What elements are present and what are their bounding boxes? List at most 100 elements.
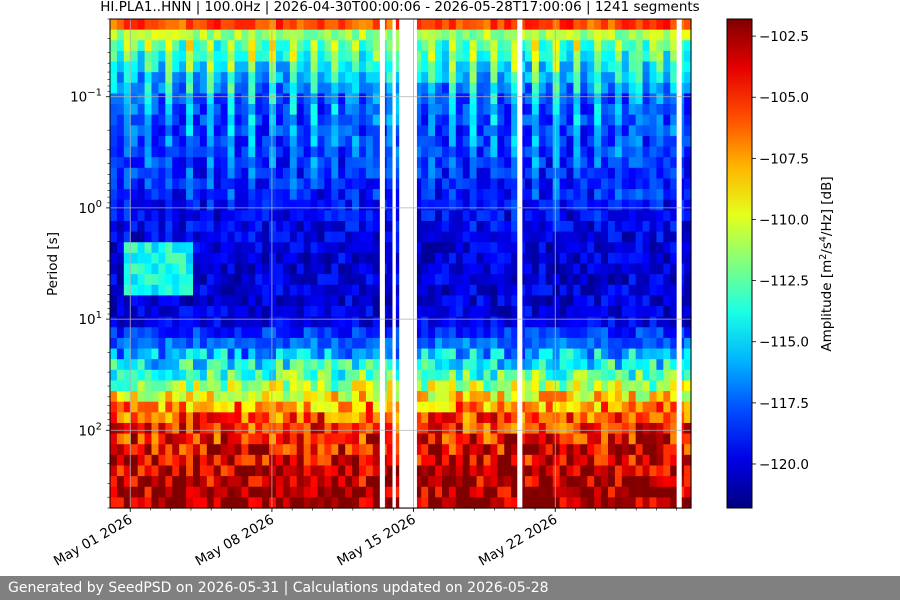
heatmap-cell (193, 136, 201, 147)
heatmap-cell (656, 295, 664, 306)
heatmap-cell (636, 264, 644, 275)
heatmap-cell (262, 476, 270, 487)
heatmap-cell (442, 412, 450, 423)
heatmap-cell (165, 359, 173, 370)
heatmap-cell (331, 72, 339, 83)
heatmap-cell (560, 349, 568, 360)
heatmap-cell (283, 285, 291, 296)
heatmap-cell (643, 338, 651, 349)
heatmap-cell (615, 295, 623, 306)
heatmap-cell (172, 317, 180, 328)
heatmap-cell (138, 125, 146, 136)
heatmap-cell (442, 51, 450, 62)
heatmap-cell (567, 476, 575, 487)
heatmap-cell (684, 178, 692, 189)
heatmap-cell (324, 434, 332, 445)
heatmap-cell (546, 274, 554, 285)
heatmap-cell (546, 412, 554, 423)
heatmap-cell (318, 264, 326, 275)
heatmap-cell (573, 295, 581, 306)
heatmap-cell (338, 168, 346, 179)
heatmap-cell (172, 306, 180, 317)
heatmap-cell (567, 147, 575, 158)
heatmap-cell (255, 412, 263, 423)
heatmap-cell (373, 391, 381, 402)
heatmap-cell (193, 221, 201, 232)
heatmap-cell (269, 359, 277, 370)
heatmap-cell (338, 264, 346, 275)
heatmap-cell (186, 274, 194, 285)
heatmap-cell (629, 497, 637, 508)
heatmap-cell (207, 359, 215, 370)
heatmap-cell (221, 402, 229, 413)
heatmap-cell (615, 497, 623, 508)
heatmap-cell (373, 487, 381, 498)
heatmap-cell (484, 136, 492, 147)
heatmap-cell (331, 306, 339, 317)
heatmap-cell (567, 391, 575, 402)
heatmap-cell (366, 465, 374, 476)
heatmap-cell (663, 157, 671, 168)
heatmap-cell (663, 30, 671, 41)
heatmap-cell (580, 253, 588, 264)
heatmap-cell (650, 178, 658, 189)
heatmap-cell (670, 104, 678, 115)
heatmap-cell (193, 402, 201, 413)
heatmap-cell (636, 423, 644, 434)
heatmap-cell (152, 178, 160, 189)
heatmap-cell (241, 423, 249, 434)
heatmap-cell (532, 93, 540, 104)
heatmap-cell (421, 30, 429, 41)
heatmap-cell (248, 210, 256, 221)
heatmap-cell (276, 168, 284, 179)
heatmap-cell (193, 242, 201, 253)
heatmap-cell (504, 62, 512, 73)
heatmap-cell (165, 19, 173, 30)
heatmap-cell (145, 62, 153, 73)
heatmap-cell (352, 93, 360, 104)
heatmap-cell (428, 178, 436, 189)
heatmap-cell (456, 285, 464, 296)
heatmap-cell (525, 210, 533, 221)
heatmap-cell (553, 19, 561, 30)
heatmap-cell (663, 455, 671, 466)
heatmap-cell (158, 295, 166, 306)
heatmap-cell (262, 83, 270, 94)
heatmap-cell (449, 327, 457, 338)
heatmap-cell (269, 253, 277, 264)
heatmap-cell (546, 189, 554, 200)
heatmap-cell (262, 253, 270, 264)
heatmap-cell (435, 306, 443, 317)
heatmap-cell (456, 391, 464, 402)
heatmap-cell (283, 306, 291, 317)
heatmap-cell (428, 487, 436, 498)
heatmap-cell (553, 136, 561, 147)
heatmap-cell (650, 200, 658, 211)
heatmap-cell (324, 349, 332, 360)
heatmap-cell (428, 338, 436, 349)
heatmap-cell (331, 497, 339, 508)
heatmap-cell (546, 62, 554, 73)
heatmap-cell (463, 476, 471, 487)
heatmap-cell (449, 168, 457, 179)
heatmap-cell (546, 232, 554, 243)
heatmap-cell (152, 370, 160, 381)
heatmap-cell (601, 168, 609, 179)
heatmap-cell (228, 285, 236, 296)
heatmap-cell (567, 402, 575, 413)
heatmap-cell (283, 327, 291, 338)
heatmap-cell (594, 232, 602, 243)
heatmap-cell (283, 72, 291, 83)
heatmap-cell (643, 285, 651, 296)
heatmap-cell (311, 168, 319, 179)
heatmap-cell (318, 370, 326, 381)
colorbar-label-main: Amplitude [m (819, 260, 835, 352)
heatmap-cell (359, 83, 367, 94)
heatmap-cell (663, 423, 671, 434)
heatmap-cell (248, 455, 256, 466)
heatmap-cell (248, 359, 256, 370)
heatmap-cell (311, 93, 319, 104)
heatmap-cell (663, 402, 671, 413)
heatmap-cell (663, 83, 671, 94)
heatmap-cell (110, 274, 118, 285)
